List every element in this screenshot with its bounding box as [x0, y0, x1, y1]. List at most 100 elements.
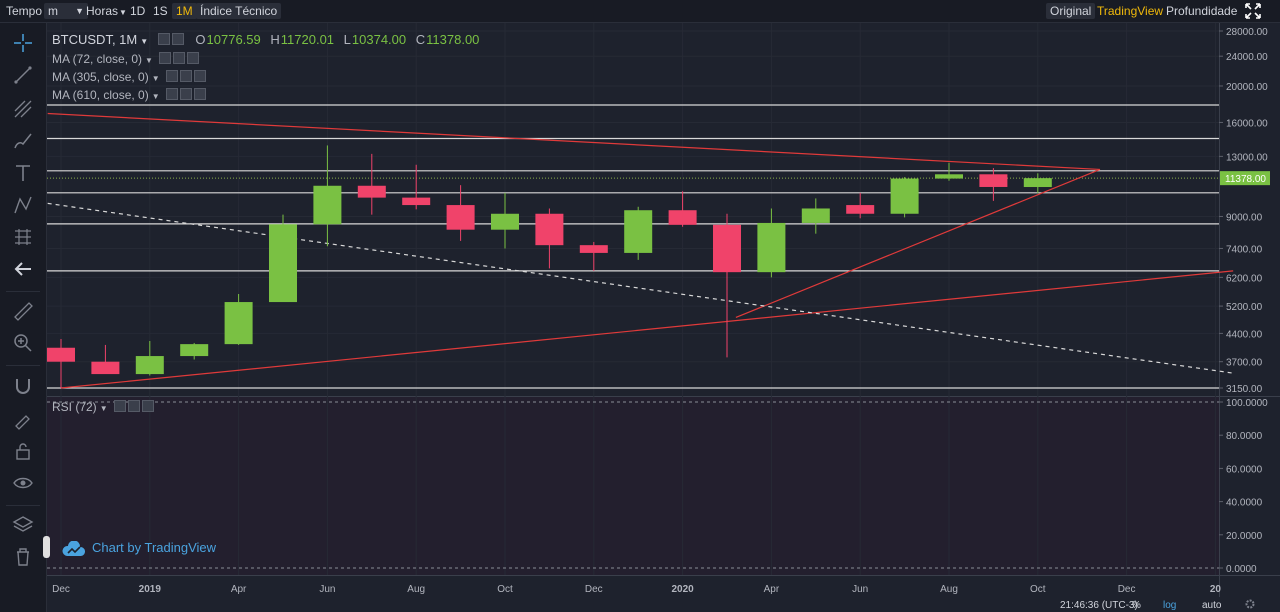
rsi-label: RSI (72) [52, 400, 97, 414]
view-original[interactable]: Original [1046, 3, 1096, 19]
pattern-tool-icon[interactable] [11, 193, 35, 217]
candle-body [446, 205, 475, 230]
candle-body [668, 210, 697, 225]
ruler-icon[interactable] [11, 299, 35, 323]
crosshair-icon[interactable] [11, 31, 35, 55]
layers-icon[interactable] [11, 513, 35, 537]
main-pane-bg [47, 23, 1219, 396]
settings-icon[interactable] [165, 70, 178, 83]
time-tick-label: Dec [52, 584, 70, 595]
symbol-label[interactable]: BTCUSDT, 1M [52, 32, 138, 47]
ma1-label: MA (72, close, 0) [52, 52, 143, 66]
interval-1s[interactable]: 1S [153, 4, 168, 18]
legend-buttons[interactable] [165, 88, 208, 103]
price-tick-label: 20000.00 [1226, 82, 1268, 93]
gear-icon[interactable] [1244, 598, 1256, 610]
eye-icon[interactable] [11, 471, 35, 495]
price-tick-label: 7400.00 [1226, 244, 1263, 255]
close-icon[interactable] [186, 52, 199, 65]
hide-icon[interactable] [179, 88, 192, 101]
candle-body [757, 222, 786, 273]
candle-body [846, 205, 875, 214]
chevron-down-icon[interactable]: ▼ [140, 37, 149, 46]
chevron-down-icon[interactable]: ▼ [151, 74, 160, 83]
candle-body [535, 213, 564, 246]
interval-1d[interactable]: 1D [130, 4, 146, 18]
price-axis-bg [1219, 23, 1280, 597]
pencil-lock-icon[interactable] [11, 407, 35, 431]
chevron-down-icon[interactable]: ▼ [99, 404, 108, 413]
chevron-down-icon[interactable]: ▼ [145, 56, 153, 65]
settings-icon[interactable] [113, 400, 126, 413]
toolbar-divider [6, 291, 40, 292]
prediction-tool-icon[interactable] [11, 225, 35, 249]
time-tick-label: Jun [852, 584, 868, 595]
hide-icon[interactable] [171, 33, 184, 46]
zoom-in-icon[interactable] [11, 331, 35, 355]
rsi-tick-label: 60.0000 [1226, 464, 1263, 475]
rsi-legend[interactable]: RSI (72) ▼ [52, 400, 156, 415]
fib-tool-icon[interactable] [11, 97, 35, 121]
ma3-label: MA (610, close, 0) [52, 88, 149, 102]
chart-legend: BTCUSDT, 1M ▼ O10776.59 H11720.01 L10374.… [52, 32, 479, 48]
hide-icon[interactable] [179, 70, 192, 83]
close-value: 11378.00 [426, 32, 480, 47]
top-toolbar: Tempo m ▼ Horas▼ 1D 1S 1M Índice Técnico … [0, 0, 1280, 23]
legend-buttons[interactable] [165, 70, 208, 85]
view-depth[interactable]: Profundidade [1166, 4, 1238, 18]
scroll-handle[interactable] [43, 536, 50, 558]
candle-body [801, 208, 830, 223]
legend-buttons[interactable] [157, 33, 186, 48]
time-tick-label: Jun [319, 584, 335, 595]
trash-icon[interactable] [11, 545, 35, 569]
interval-value: m [48, 4, 58, 18]
brush-icon[interactable] [11, 129, 35, 153]
fullscreen-icon[interactable] [1244, 2, 1262, 20]
view-tradingview[interactable]: TradingView [1097, 4, 1164, 18]
rsi-pane-bg [47, 397, 1219, 575]
close-icon[interactable] [193, 88, 206, 101]
candle-body [47, 347, 75, 362]
hide-icon[interactable] [127, 400, 140, 413]
candle-body [269, 224, 297, 303]
interval-1m[interactable]: 1M [172, 3, 197, 19]
hide-icon[interactable] [172, 52, 185, 65]
close-icon[interactable] [193, 70, 206, 83]
hours-dropdown[interactable]: Horas▼ [82, 3, 131, 19]
ma-legend-1[interactable]: MA (72, close, 0) ▼ [52, 52, 201, 67]
chevron-down-icon[interactable]: ▼ [151, 92, 160, 101]
settings-icon[interactable] [158, 52, 171, 65]
percent-toggle[interactable]: % [1132, 600, 1141, 611]
settings-icon[interactable] [157, 33, 170, 46]
text-tool-icon[interactable] [11, 161, 35, 185]
close-key: C [415, 32, 426, 47]
interval-select[interactable]: m ▼ [44, 3, 88, 19]
time-tick-label: Oct [1030, 584, 1046, 595]
log-toggle[interactable]: log [1163, 600, 1177, 611]
time-tick-label: Apr [764, 584, 780, 595]
price-tick-label: 28000.00 [1226, 27, 1268, 38]
back-arrow-icon[interactable] [11, 257, 35, 281]
legend-buttons[interactable] [158, 52, 201, 67]
price-tick-label: 3150.00 [1226, 384, 1263, 395]
magnet-icon[interactable] [11, 375, 35, 399]
price-tick-label: 13000.00 [1226, 152, 1268, 163]
drawing-toolbar [0, 23, 47, 612]
trend-line-icon[interactable] [11, 63, 35, 87]
legend-buttons[interactable] [113, 400, 156, 415]
ma-legend-2[interactable]: MA (305, close, 0) ▼ [52, 70, 208, 85]
ma-legend-3[interactable]: MA (610, close, 0) ▼ [52, 88, 208, 103]
indicators-button[interactable]: Índice Técnico [196, 3, 282, 19]
close-icon[interactable] [141, 400, 154, 413]
settings-icon[interactable] [165, 88, 178, 101]
time-tick-label: Apr [231, 584, 247, 595]
lock-icon[interactable] [11, 439, 35, 463]
auto-toggle[interactable]: auto [1202, 600, 1222, 611]
rsi-tick-label: 0.0000 [1226, 564, 1257, 575]
tradingview-watermark[interactable]: Chart by TradingView [62, 540, 216, 557]
time-tick-label: 2020 [671, 584, 694, 595]
current-price-tag [1220, 171, 1270, 186]
toolbar-divider [6, 505, 40, 506]
time-tick-label: Oct [497, 584, 513, 595]
